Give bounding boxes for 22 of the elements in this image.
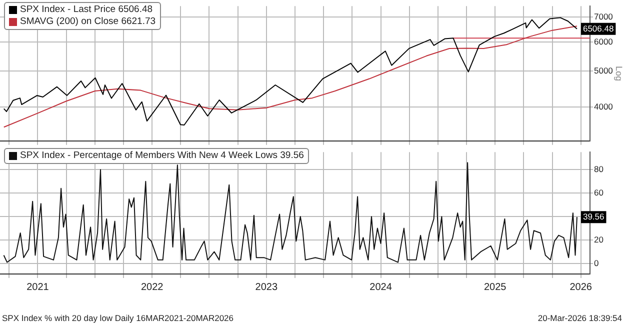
legend-label: SMAVG (200) on Close 6621.73 xyxy=(20,16,156,28)
y-tick-label: 20 xyxy=(594,234,604,244)
text: SPX Index % with 20 day low Daily 16MAR2021-20MAR2026 xyxy=(2,313,234,323)
y-tick-label: 6000 xyxy=(594,36,614,46)
x-tick-label: 2022 xyxy=(140,282,164,293)
y-tick-label: 60 xyxy=(594,187,604,198)
y-axis-title: Log xyxy=(614,66,624,82)
legend-label: SPX Index - Last Price 6506.48 xyxy=(20,4,153,16)
x-tick-label: 2023 xyxy=(255,282,278,293)
annotation: 6506.48 xyxy=(582,23,614,34)
y-tick-label: 80 xyxy=(594,164,604,174)
x-tick-label: 2024 xyxy=(370,282,392,293)
text: 20-Mar-2026 18:39:54 xyxy=(538,313,622,323)
legend-label: SPX Index - Percentage of Members With New 4 Week Lows 39.56 xyxy=(20,150,304,162)
annotation: 39.56 xyxy=(582,211,605,222)
x-tick-label: 2026 xyxy=(570,282,592,293)
y-tick-label: 7000 xyxy=(594,12,614,22)
x-tick-label: 2021 xyxy=(26,282,50,293)
y-tick-label: 5000 xyxy=(594,66,614,76)
y-tick-label: 0 xyxy=(594,258,599,268)
x-tick-label: 2025 xyxy=(484,282,507,293)
y-tick-label: 4000 xyxy=(594,101,614,112)
